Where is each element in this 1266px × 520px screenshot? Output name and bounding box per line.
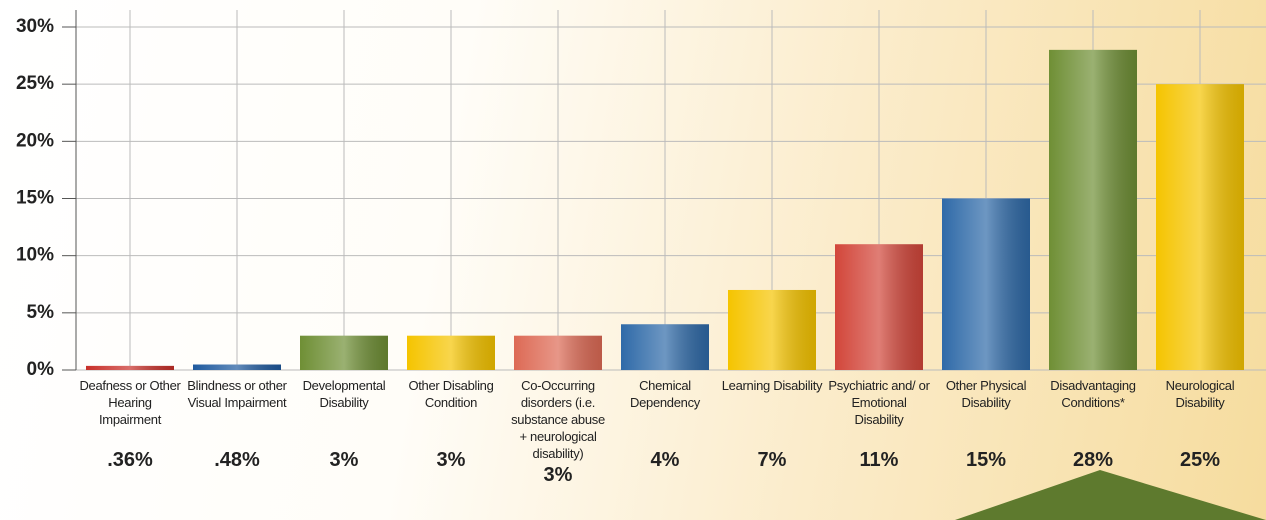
category-label: Learning Disability	[721, 378, 823, 393]
y-tick-label: 25%	[16, 73, 54, 94]
bar-shine	[407, 335, 495, 370]
bar-shine	[621, 324, 709, 370]
category-label: Neurological Disability	[1165, 378, 1235, 410]
category-label: Psychiatric and/ or Emotional Disability	[828, 378, 930, 427]
y-tick-label: 5%	[27, 302, 55, 323]
category: Learning Disability 7%	[720, 377, 824, 472]
category-label: Disadvantaging Conditions*	[1050, 378, 1136, 410]
value-label: 7%	[757, 449, 787, 471]
bar-shine	[86, 365, 174, 370]
bar-shine	[1156, 84, 1244, 371]
bar-shine	[1049, 49, 1137, 370]
y-tick-label: 10%	[16, 245, 54, 266]
value-label: 3%	[436, 449, 466, 471]
category: Other Physical Disability 15%	[934, 377, 1038, 472]
value-label: 3%	[329, 449, 359, 471]
category-label: Other Physical Disability	[945, 378, 1027, 410]
category: Other Disabling Condition 3%	[399, 377, 503, 472]
bar-shine	[728, 289, 816, 370]
category: Psychiatric and/ or Emotional Disability…	[827, 377, 931, 472]
category: Co-Occurring disorders (i.e. substance a…	[506, 377, 610, 487]
category-label: Developmental Disability	[302, 378, 386, 410]
category: Blindness or other Visual Impairment .48%	[185, 377, 289, 472]
decoration	[955, 470, 1266, 520]
value-label: 15%	[965, 449, 1007, 471]
category: Neurological Disability 25%	[1148, 377, 1252, 472]
category: Deafness or Other Hearing Impairment .36%	[78, 377, 182, 472]
bar-shine	[193, 364, 281, 370]
category: Developmental Disability 3%	[292, 377, 396, 472]
y-tick-label: 0%	[27, 359, 55, 380]
y-tick-label: 30%	[16, 16, 54, 37]
value-label: 4%	[650, 449, 680, 471]
category-label: Chemical Dependency	[630, 378, 700, 410]
category-label: Blindness or other Visual Impairment	[187, 378, 287, 410]
value-label: 25%	[1179, 449, 1221, 471]
bar-shine	[835, 244, 923, 370]
value-label: 28%	[1072, 449, 1114, 471]
value-label: 11%	[859, 449, 899, 471]
value-label: .36%	[107, 449, 153, 471]
bar-shine	[942, 198, 1030, 370]
category: Disadvantaging Conditions* 28%	[1041, 377, 1145, 472]
y-tick-label: 20%	[16, 130, 54, 151]
value-label: .48%	[214, 449, 260, 471]
category-label: Co-Occurring disorders (i.e. substance a…	[511, 378, 605, 461]
category-label: Other Disabling Condition	[408, 378, 494, 410]
y-tick-label: 15%	[16, 188, 54, 209]
bar-shine	[300, 335, 388, 370]
category: Chemical Dependency 4%	[613, 377, 717, 472]
category-label: Deafness or Other Hearing Impairment	[79, 378, 181, 427]
value-label: 3%	[543, 464, 573, 486]
bar-shine	[514, 335, 602, 370]
